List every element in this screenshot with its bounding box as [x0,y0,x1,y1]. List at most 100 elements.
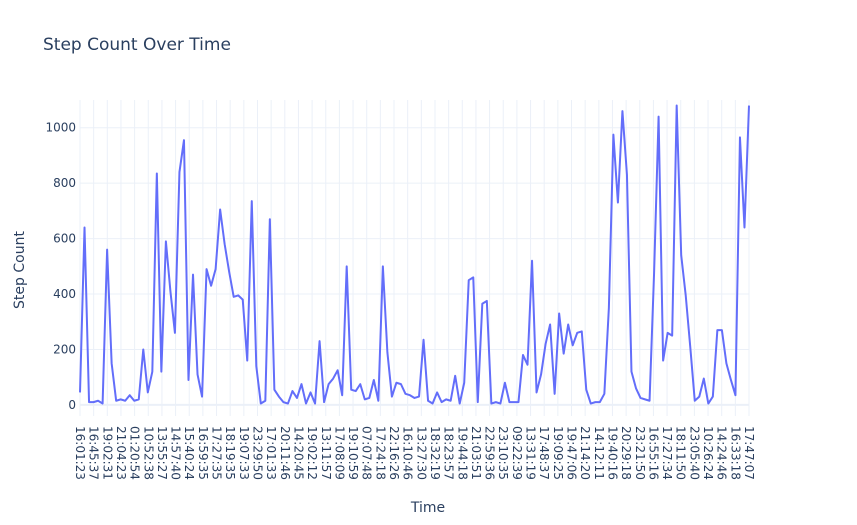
x-tick-label: 20:29:18 [619,426,633,480]
data-point [716,329,718,331]
data-point [517,401,519,403]
data-point [536,391,538,393]
data-point [621,110,623,112]
data-point [563,353,565,355]
data-point [445,398,447,400]
x-tick-label: 23:10:35 [496,426,510,480]
x-tick-label: 14:12:11 [592,426,606,480]
data-point [88,401,90,403]
data-point [368,397,370,399]
x-tick-label: 16:45:37 [87,426,101,480]
x-tick-label: 21:03:51 [469,426,483,480]
data-point [251,200,253,202]
data-point [748,105,750,107]
data-point [531,260,533,262]
data-point [590,403,592,405]
data-point [698,396,700,398]
data-point [400,383,402,385]
data-point [210,285,212,287]
data-point [603,393,605,395]
data-point [721,329,723,331]
data-point [472,276,474,278]
x-tick-label: 20:11:46 [278,426,292,480]
data-point [450,400,452,402]
x-tick-label: 18:32:19 [428,426,442,480]
data-point [662,360,664,362]
x-tick-label: 17:24:18 [373,426,387,480]
data-point [273,389,275,391]
data-point [296,397,298,399]
data-point [165,240,167,242]
x-tick-label: 16:01:23 [73,426,87,480]
data-point [287,403,289,405]
data-point [594,401,596,403]
data-point [206,268,208,270]
x-tick-label: 22:59:36 [483,426,497,480]
data-point [102,403,104,405]
data-point [359,383,361,385]
data-point [228,271,230,273]
data-point [495,401,497,403]
x-tick-label: 19:07:33 [237,426,251,480]
data-point [599,401,601,403]
data-point [549,324,551,326]
data-point [174,332,176,334]
x-tick-label: 15:40:24 [182,426,196,480]
data-point [418,396,420,398]
y-tick-label: 800 [53,176,76,190]
data-point [169,290,171,292]
data-point [106,249,108,251]
data-point [554,393,556,395]
data-point [255,365,257,367]
data-point [341,394,343,396]
data-point [133,400,135,402]
data-point [640,397,642,399]
x-tick-label: 07:07:48 [360,426,374,480]
data-point [395,382,397,384]
data-point [79,391,81,393]
data-point [314,403,316,405]
x-axis-title: Time [410,500,445,516]
data-point [233,296,235,298]
data-point [585,389,587,391]
x-tick-label: 17:08:09 [332,426,346,480]
data-point [242,299,244,301]
data-point [676,105,678,107]
x-tick-label: 17:47:07 [742,426,756,480]
x-tick-label: 18:11:50 [674,426,688,480]
data-point [576,332,578,334]
data-point [734,394,736,396]
x-tick-label: 19:44:18 [455,426,469,480]
data-point [572,344,574,346]
x-tick-label: 21:14:20 [578,426,592,480]
data-point [409,394,411,396]
x-tick-label: 19:40:16 [605,426,619,480]
data-point [382,265,384,267]
data-point [630,371,632,373]
data-point [291,390,293,392]
data-point [626,174,628,176]
data-point [468,279,470,281]
data-point [404,393,406,395]
data-point [129,394,131,396]
data-point [680,254,682,256]
data-point [323,401,325,403]
data-point [743,227,745,229]
x-tick-label: 17:01:33 [264,426,278,480]
data-point [545,343,547,345]
data-point [197,373,199,375]
x-tick-label: 09:22:39 [510,426,524,480]
data-point [504,382,506,384]
data-point [337,369,339,371]
data-point [386,351,388,353]
data-point [278,396,280,398]
data-point [328,383,330,385]
data-point [481,303,483,305]
data-point [441,401,443,403]
x-tick-label: 16:33:18 [728,426,742,480]
data-point [540,373,542,375]
data-point [224,243,226,245]
data-point [151,371,153,373]
data-point [377,400,379,402]
